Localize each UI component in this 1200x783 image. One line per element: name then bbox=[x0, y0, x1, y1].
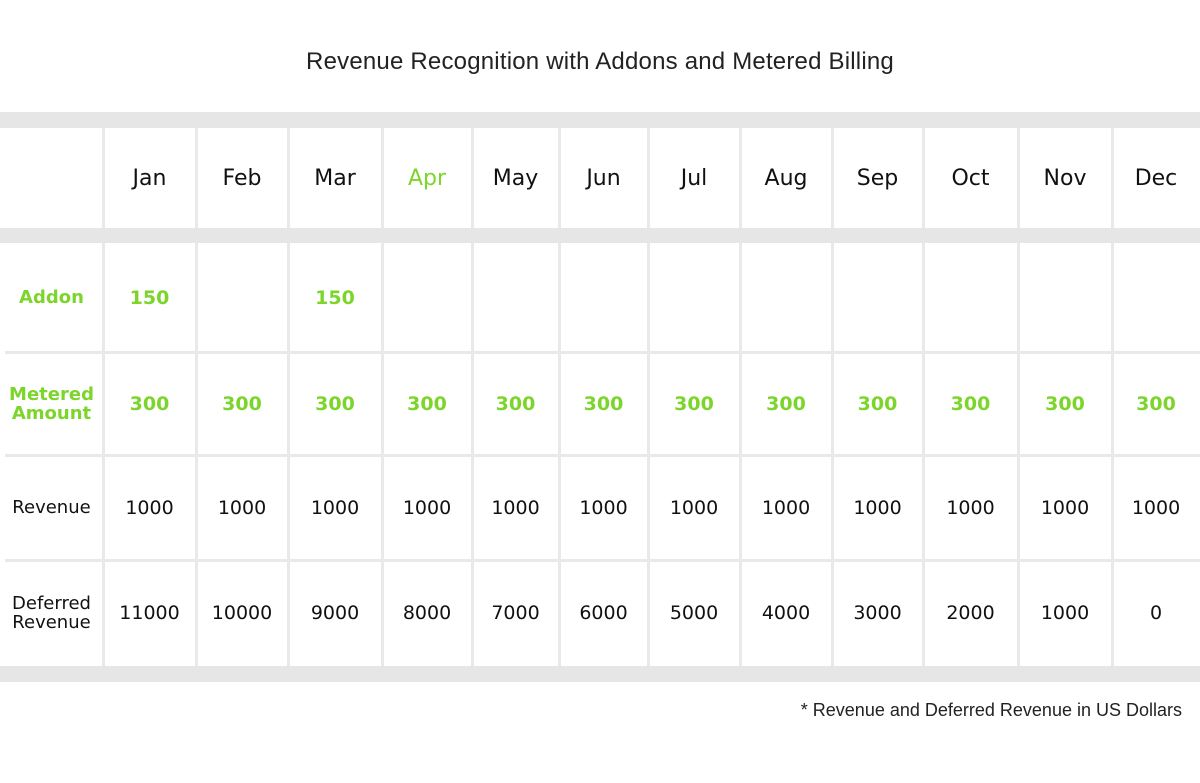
footnote: * Revenue and Deferred Revenue in US Dol… bbox=[800, 700, 1182, 720]
column-header-jul: Jul bbox=[680, 165, 708, 191]
cell-revenue-feb: 1000 bbox=[217, 496, 267, 519]
cell-deferred-revenue-dec: 0 bbox=[1149, 602, 1163, 624]
column-header-may: May bbox=[492, 165, 539, 191]
cell-deferred-revenue-oct: 2000 bbox=[946, 602, 995, 624]
column-header-feb: Feb bbox=[222, 165, 262, 191]
header-column-divider bbox=[287, 128, 290, 228]
cell-addon-jan: 150 bbox=[129, 286, 170, 309]
cell-metered-amount-mar: 300 bbox=[315, 392, 355, 415]
header-column-divider bbox=[647, 128, 650, 228]
cell-metered-amount-dec: 300 bbox=[1136, 392, 1176, 415]
header-column-divider bbox=[195, 128, 198, 228]
cell-deferred-revenue-feb: 10000 bbox=[211, 602, 273, 624]
row-divider bbox=[5, 559, 1200, 562]
cell-metered-amount-oct: 300 bbox=[950, 392, 991, 415]
cell-addon-aug bbox=[740, 243, 832, 352]
cell-revenue-jan: 1000 bbox=[125, 496, 174, 519]
header-column-divider bbox=[102, 128, 105, 228]
cell-addon-dec bbox=[1112, 243, 1200, 352]
cell-addon-mar: 150 bbox=[315, 286, 355, 309]
cell-deferred-revenue-nov: 1000 bbox=[1040, 602, 1090, 624]
cell-revenue-aug: 1000 bbox=[761, 496, 811, 519]
header-column-divider bbox=[831, 128, 834, 228]
column-header-jun: Jun bbox=[586, 165, 621, 191]
table-header-separator-band bbox=[0, 228, 1200, 243]
cell-metered-amount-apr: 300 bbox=[407, 392, 447, 415]
row-label-metered-amount: Metered Amount bbox=[9, 383, 94, 424]
cell-addon-jul bbox=[648, 243, 740, 352]
header-column-divider bbox=[558, 128, 561, 228]
header-column-divider bbox=[922, 128, 925, 228]
row-label-deferred-revenue: Deferred Revenue bbox=[12, 593, 91, 633]
header-column-divider bbox=[1111, 128, 1114, 228]
header-column-divider bbox=[381, 128, 384, 228]
row-label-revenue: Revenue bbox=[12, 497, 91, 518]
cell-metered-amount-aug: 300 bbox=[766, 392, 806, 415]
cell-revenue-sep: 1000 bbox=[853, 496, 902, 519]
cell-deferred-revenue-jan: 11000 bbox=[119, 602, 180, 624]
cell-deferred-revenue-sep: 3000 bbox=[853, 602, 902, 624]
header-column-divider bbox=[471, 128, 474, 228]
chart-title: Revenue Recognition with Addons and Mete… bbox=[306, 48, 894, 75]
cell-revenue-jul: 1000 bbox=[669, 496, 719, 519]
cell-revenue-nov: 1000 bbox=[1040, 496, 1090, 519]
cell-revenue-jun: 1000 bbox=[579, 496, 628, 519]
cell-metered-amount-jan: 300 bbox=[129, 392, 170, 415]
column-header-sep: Sep bbox=[856, 165, 899, 191]
cell-deferred-revenue-mar: 9000 bbox=[310, 602, 360, 624]
cell-addon-apr bbox=[382, 243, 472, 352]
table-top-band bbox=[0, 112, 1200, 128]
column-header-mar: Mar bbox=[314, 165, 356, 191]
cell-metered-amount-feb: 300 bbox=[222, 392, 262, 415]
row-label-addon: Addon bbox=[19, 287, 84, 308]
cell-addon-nov bbox=[1018, 243, 1112, 352]
cell-metered-amount-sep: 300 bbox=[857, 392, 898, 415]
column-header-dec: Dec bbox=[1134, 165, 1178, 191]
cell-revenue-mar: 1000 bbox=[310, 496, 360, 519]
cell-metered-amount-jul: 300 bbox=[674, 392, 714, 415]
cell-deferred-revenue-aug: 4000 bbox=[761, 602, 811, 624]
column-header-nov: Nov bbox=[1043, 165, 1087, 191]
cell-addon-feb bbox=[196, 243, 288, 352]
cell-addon-sep bbox=[832, 243, 923, 352]
header-column-divider bbox=[1017, 128, 1020, 228]
table-bottom-band bbox=[0, 666, 1200, 682]
cell-revenue-may: 1000 bbox=[491, 496, 540, 519]
cell-revenue-apr: 1000 bbox=[402, 496, 452, 519]
cell-deferred-revenue-may: 7000 bbox=[491, 602, 540, 624]
row-divider bbox=[5, 454, 1200, 457]
cell-revenue-oct: 1000 bbox=[946, 496, 995, 519]
cell-addon-jun bbox=[559, 243, 648, 352]
header-column-divider bbox=[739, 128, 742, 228]
cell-deferred-revenue-apr: 8000 bbox=[402, 602, 452, 624]
cell-revenue-dec: 1000 bbox=[1131, 496, 1181, 519]
column-header-jan: Jan bbox=[132, 165, 167, 191]
cell-addon-oct bbox=[923, 243, 1018, 352]
cell-deferred-revenue-jul: 5000 bbox=[669, 602, 719, 624]
cell-deferred-revenue-jun: 6000 bbox=[579, 602, 628, 624]
column-header-apr: Apr bbox=[407, 165, 447, 191]
cell-metered-amount-nov: 300 bbox=[1045, 392, 1085, 415]
cell-addon-may bbox=[472, 243, 559, 352]
row-divider bbox=[5, 351, 1200, 354]
column-header-oct: Oct bbox=[951, 165, 990, 191]
cell-metered-amount-may: 300 bbox=[495, 392, 536, 415]
column-header-aug: Aug bbox=[764, 165, 808, 191]
cell-metered-amount-jun: 300 bbox=[583, 392, 624, 415]
